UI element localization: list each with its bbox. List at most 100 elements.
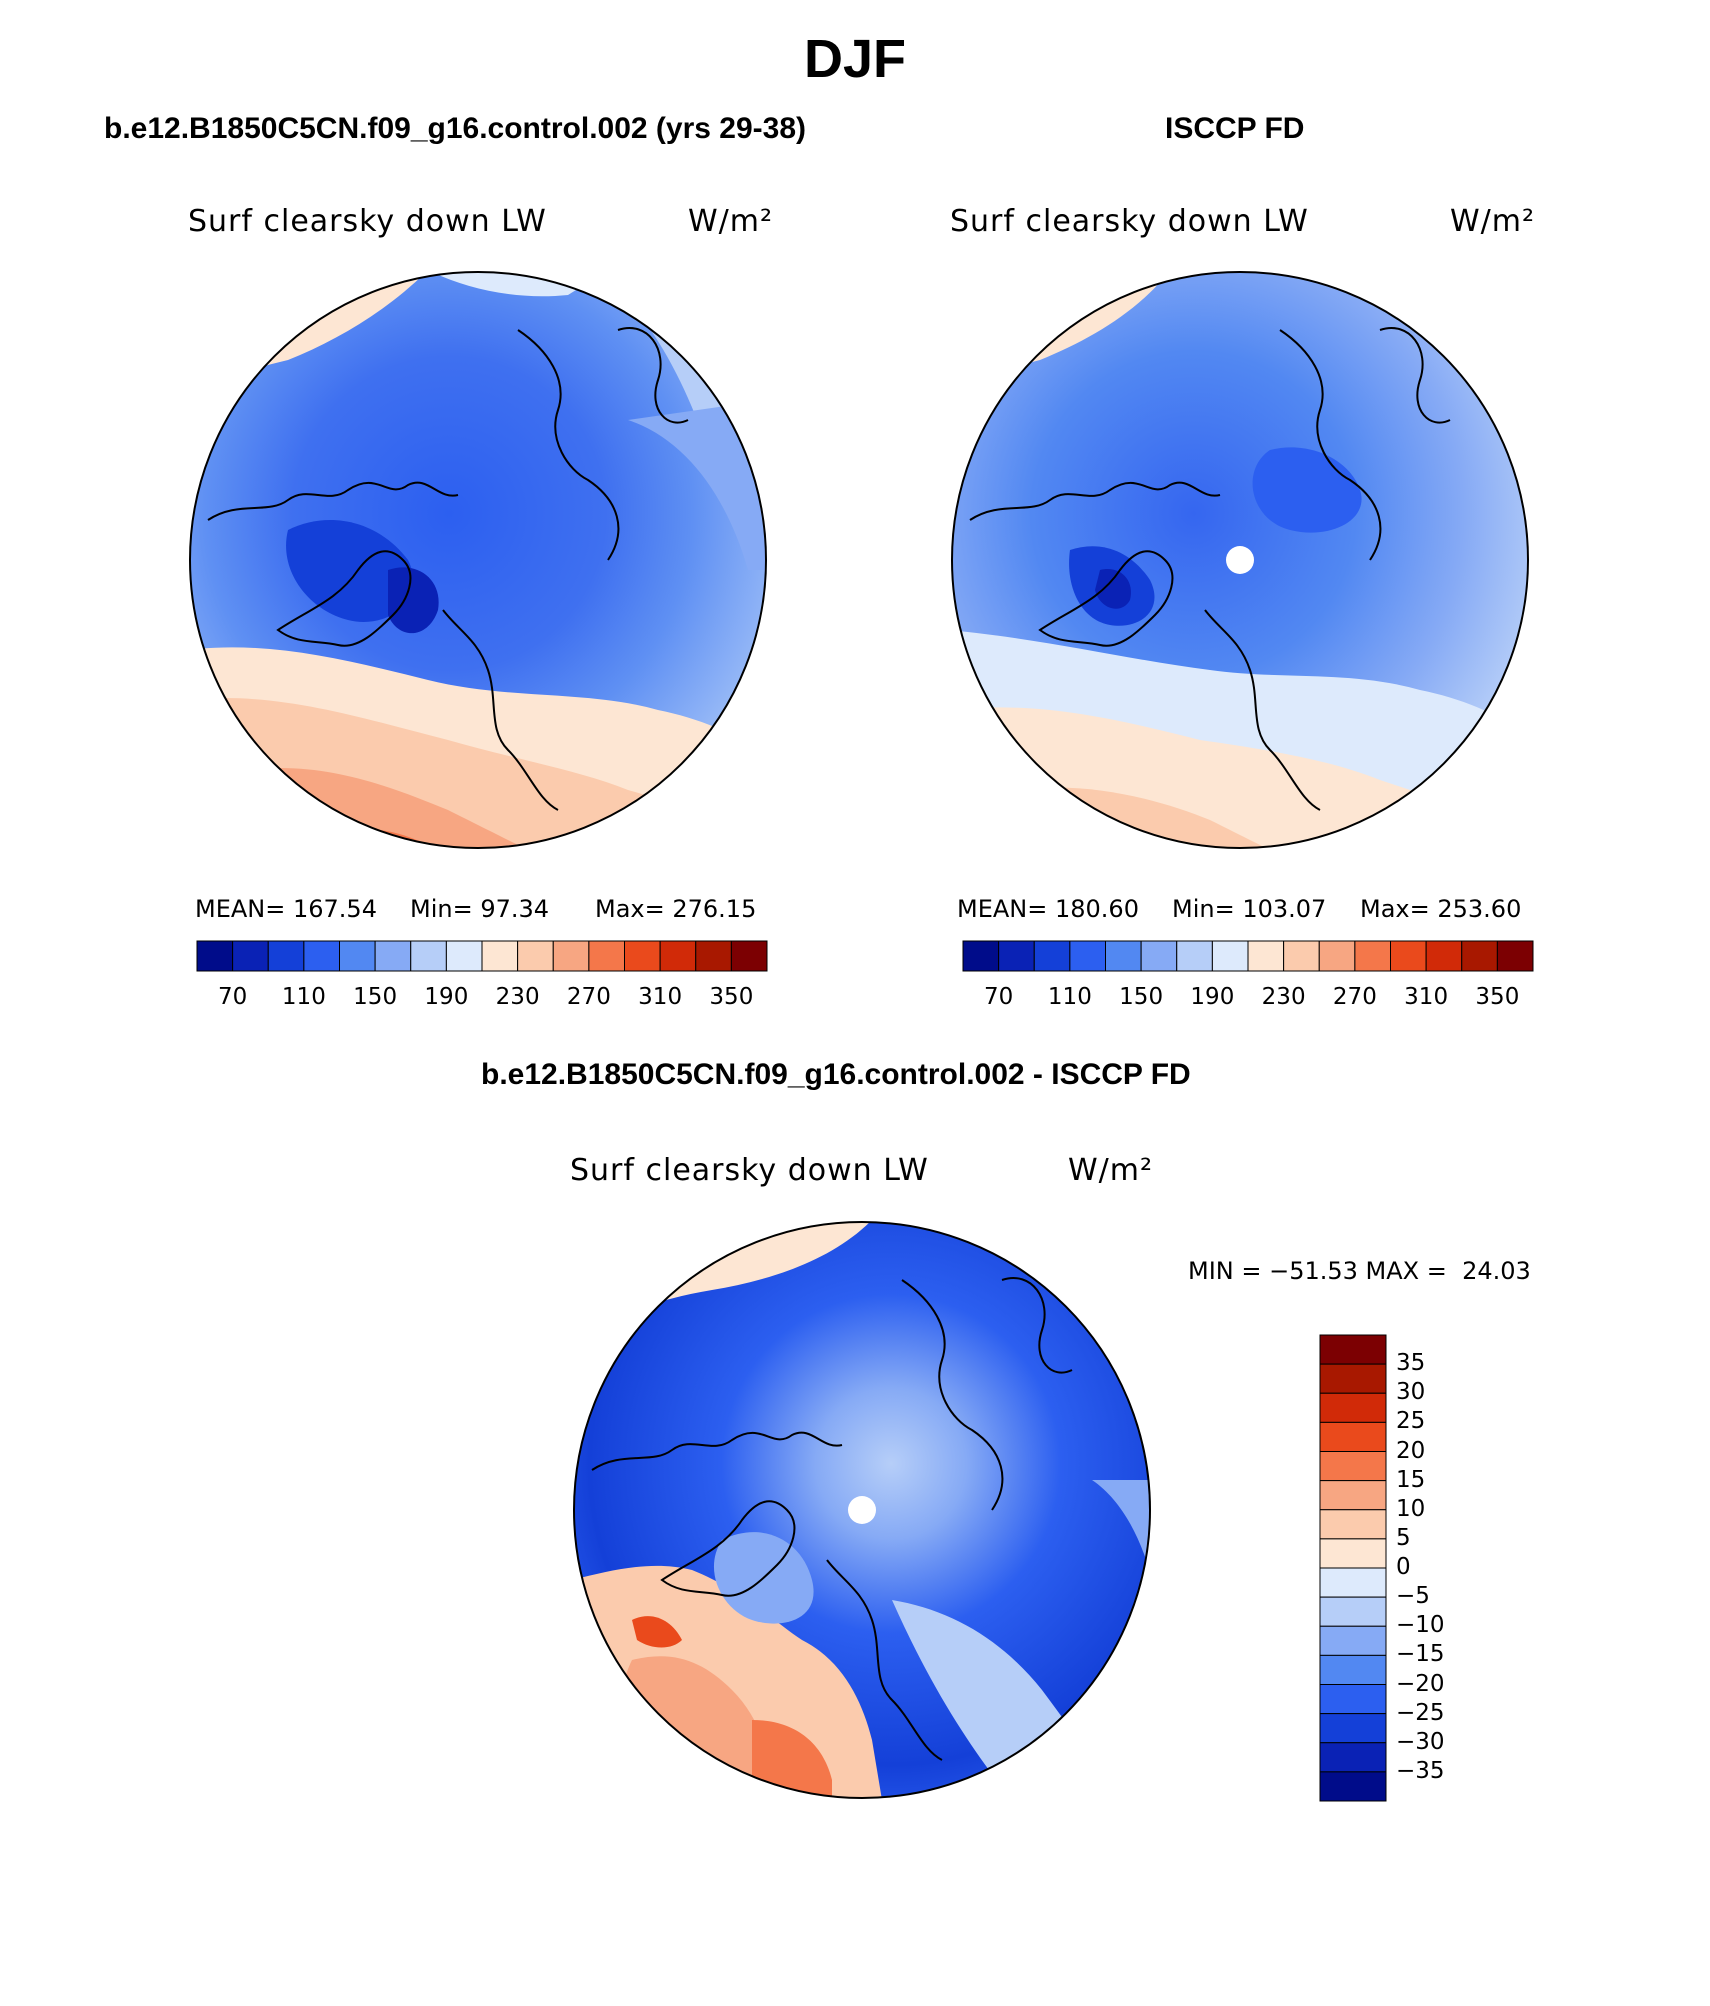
diff-colorbar-tick-label: −30 — [1396, 1728, 1445, 1755]
obs-colorbar-swatch — [1283, 940, 1320, 972]
obs-colorbar-tick-label: 230 — [1261, 984, 1306, 1010]
diff-colorbar-swatch — [1319, 1392, 1387, 1423]
model-colorbar-swatch — [196, 940, 234, 972]
diff-colorbar-tick-label: 35 — [1396, 1350, 1426, 1377]
obs-colorbar-tick-label: 70 — [983, 984, 1014, 1010]
obs-units-label: W/m² — [1450, 204, 1536, 239]
obs-colorbar — [962, 940, 1534, 972]
obs-colorbar-tick-label: 270 — [1332, 984, 1377, 1010]
diff-colorbar-tick-label: 20 — [1396, 1437, 1426, 1464]
model-colorbar-tick-label: 110 — [281, 984, 326, 1010]
diff-colorbar-tick-label: 25 — [1396, 1408, 1426, 1435]
model-colorbar-swatch — [730, 940, 768, 972]
diff-colorbar-tick-label: 0 — [1396, 1554, 1411, 1580]
obs-polar-map — [951, 271, 1529, 849]
diff-units-label: W/m² — [1068, 1153, 1154, 1188]
diff-minmax: MIN = −51.53 MAX = 24.03 — [1188, 1257, 1531, 1285]
obs-colorbar-swatch — [1461, 940, 1498, 972]
diff-panel-title: b.e12.B1850C5CN.f09_g16.control.002 - IS… — [481, 1058, 1191, 1091]
obs-max: Max= 253.60 — [1360, 895, 1522, 923]
diff-colorbar-tick-label: 15 — [1396, 1466, 1426, 1493]
obs-min: Min= 103.07 — [1172, 895, 1327, 923]
diff-colorbar-swatch — [1319, 1480, 1387, 1511]
obs-colorbar-tick-label: 310 — [1404, 984, 1449, 1010]
model-colorbar-swatch — [481, 940, 519, 972]
model-variable-label: Surf clearsky down LW — [188, 204, 547, 239]
obs-colorbar-swatch — [1176, 940, 1213, 972]
diff-colorbar-tick-label: −10 — [1396, 1612, 1445, 1639]
model-colorbar-swatch — [445, 940, 483, 972]
obs-panel-title: ISCCP FD — [1165, 112, 1305, 145]
diff-colorbar-tick-label: −15 — [1396, 1641, 1445, 1668]
model-colorbar-swatch — [552, 940, 590, 972]
model-colorbar-swatch — [588, 940, 625, 972]
model-colorbar-swatch — [659, 940, 697, 972]
diff-colorbar-swatch — [1319, 1625, 1387, 1656]
diff-polar-map — [573, 1221, 1151, 1799]
model-colorbar-tick-label: 350 — [709, 984, 754, 1010]
diff-colorbar-tick-label: −5 — [1396, 1583, 1430, 1610]
diff-colorbar-swatch — [1319, 1713, 1387, 1744]
model-colorbar-swatch — [303, 940, 340, 972]
diff-colorbar — [1319, 1334, 1387, 1802]
model-colorbar — [196, 940, 768, 972]
diff-colorbar-tick-label: −20 — [1396, 1670, 1445, 1697]
obs-colorbar-swatch — [1318, 940, 1356, 972]
diff-colorbar-tick-label: 10 — [1396, 1495, 1426, 1522]
model-colorbar-swatch — [410, 940, 447, 972]
diff-colorbar-swatch — [1319, 1509, 1387, 1540]
obs-colorbar-swatch — [1069, 940, 1106, 972]
diff-colorbar-swatch — [1319, 1654, 1387, 1685]
model-min: Min= 97.34 — [410, 895, 550, 923]
obs-colorbar-swatch — [1354, 940, 1391, 972]
figure-title: DJF — [803, 29, 906, 89]
obs-colorbar-tick-label: 190 — [1190, 984, 1235, 1010]
diff-colorbar-swatch — [1319, 1684, 1387, 1715]
obs-mean: MEAN= 180.60 — [957, 895, 1139, 923]
diff-colorbar-swatch — [1319, 1567, 1387, 1598]
diff-colorbar-swatch — [1319, 1334, 1387, 1365]
diff-colorbar-tick-label: 5 — [1396, 1524, 1411, 1551]
obs-colorbar-tick-label: 150 — [1119, 984, 1164, 1010]
obs-colorbar-swatch — [1496, 940, 1534, 972]
model-colorbar-swatch — [374, 940, 412, 972]
model-colorbar-tick-label: 310 — [638, 984, 683, 1010]
diff-colorbar-swatch — [1319, 1363, 1387, 1394]
model-max: Max= 276.15 — [595, 895, 757, 923]
model-polar-map — [189, 271, 767, 849]
diff-colorbar-tick-label: 30 — [1396, 1379, 1426, 1406]
obs-colorbar-swatch — [1033, 940, 1071, 972]
diff-variable-label: Surf clearsky down LW — [570, 1153, 929, 1188]
diff-colorbar-tick-label: −25 — [1396, 1699, 1445, 1726]
obs-colorbar-swatch — [1425, 940, 1463, 972]
obs-colorbar-swatch — [1140, 940, 1178, 972]
diff-colorbar-tick-label: −35 — [1396, 1757, 1445, 1784]
model-colorbar-swatch — [695, 940, 732, 972]
model-colorbar-swatch — [232, 940, 269, 972]
obs-colorbar-swatch — [998, 940, 1035, 972]
model-colorbar-swatch — [624, 940, 661, 972]
model-colorbar-tick-label: 230 — [495, 984, 540, 1010]
model-colorbar-tick-label: 190 — [424, 984, 469, 1010]
obs-variable-label: Surf clearsky down LW — [950, 204, 1309, 239]
model-colorbar-tick-label: 270 — [566, 984, 611, 1010]
obs-colorbar-swatch — [1211, 940, 1249, 972]
obs-colorbar-swatch — [962, 940, 1000, 972]
diff-colorbar-swatch — [1319, 1538, 1387, 1569]
obs-colorbar-tick-label: 350 — [1475, 984, 1520, 1010]
model-colorbar-tick-label: 70 — [217, 984, 248, 1010]
diff-colorbar-swatch — [1319, 1421, 1387, 1452]
model-panel-title: b.e12.B1850C5CN.f09_g16.control.002 (yrs… — [104, 112, 807, 145]
model-colorbar-swatch — [267, 940, 305, 972]
diff-colorbar-swatch — [1319, 1596, 1387, 1627]
diff-colorbar-swatch — [1319, 1771, 1387, 1802]
model-mean: MEAN= 167.54 — [195, 895, 377, 923]
diff-colorbar-swatch — [1319, 1742, 1387, 1773]
model-colorbar-tick-label: 150 — [353, 984, 398, 1010]
model-colorbar-swatch — [339, 940, 376, 972]
obs-colorbar-swatch — [1247, 940, 1285, 972]
model-units-label: W/m² — [688, 204, 774, 239]
model-colorbar-swatch — [517, 940, 554, 972]
obs-colorbar-tick-label: 110 — [1047, 984, 1092, 1010]
obs-colorbar-swatch — [1390, 940, 1427, 972]
